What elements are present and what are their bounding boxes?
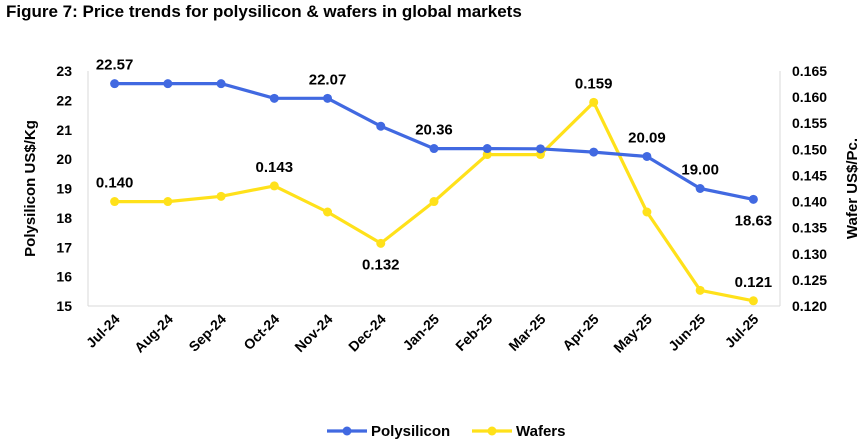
polysilicon-point <box>589 147 599 157</box>
right-tick-label: 0.125 <box>792 272 827 288</box>
x-tick-label: Jul-24 <box>83 311 123 351</box>
right-tick-label: 0.135 <box>792 220 827 236</box>
x-tick-label: Jul-25 <box>722 311 762 351</box>
x-tick-label: Sep-24 <box>185 311 229 355</box>
wafers-point <box>163 197 173 207</box>
right-tick-label: 0.150 <box>792 141 827 157</box>
data-label: 18.63 <box>735 212 773 229</box>
axes-group: 15 16 17 18 19 20 21 22 23 0.120 0.125 0.130 0.135 0.… <box>22 63 861 356</box>
wafers-point <box>323 207 333 217</box>
series-lines <box>114 81 754 303</box>
wafers-legend-marker <box>487 426 497 436</box>
right-tick-label: 0.130 <box>792 246 827 262</box>
data-label: 19.00 <box>681 162 719 179</box>
x-tick-label: Aug-24 <box>131 311 176 356</box>
left-tick-label: 22 <box>56 92 72 108</box>
data-labels: 22.57 22.07 20.36 20.09 19.00 18.63 0.140 0.143… <box>96 57 772 291</box>
wafers-point <box>110 197 120 207</box>
right-axis-title: Wafer US$/Pc. <box>844 138 861 239</box>
legend: Polysilicon Wafers <box>327 423 565 440</box>
polysilicon-point <box>429 144 439 154</box>
right-tick-label: 0.140 <box>792 194 827 210</box>
polysilicon-legend-marker <box>342 426 352 436</box>
x-tick-label: Apr-25 <box>559 311 602 354</box>
wafers-point <box>642 207 652 217</box>
data-label: 0.121 <box>735 274 773 291</box>
polysilicon-point <box>110 79 120 89</box>
wafers-point <box>695 285 705 295</box>
wafers-legend-label: Wafers <box>516 423 565 440</box>
polysilicon-point <box>323 93 333 103</box>
wafers-point <box>589 97 599 107</box>
wafers-point <box>429 197 439 207</box>
left-tick-label: 18 <box>56 210 72 226</box>
polysilicon-point <box>642 151 652 161</box>
polysilicon-point <box>482 144 492 154</box>
series-points <box>110 79 758 306</box>
polysilicon-point <box>163 79 173 89</box>
left-tick-label: 23 <box>56 63 72 79</box>
x-tick-label: Nov-24 <box>291 311 335 355</box>
x-tick-label: Feb-25 <box>452 311 495 354</box>
left-tick-label: 21 <box>56 122 72 138</box>
left-tick-label: 17 <box>56 239 72 255</box>
data-label: 22.57 <box>96 57 134 74</box>
right-tick-label: 0.160 <box>792 89 827 105</box>
wafers-point <box>269 181 279 191</box>
left-tick-label: 20 <box>56 151 72 167</box>
left-tick-label: 15 <box>56 298 72 314</box>
right-tick-label: 0.155 <box>792 115 827 131</box>
chart-title: Figure 7: Price trends for polysilicon &… <box>6 2 522 21</box>
right-tick-label: 0.165 <box>792 63 827 79</box>
left-axis-title: Polysilicon US$/Kg <box>22 120 39 257</box>
data-label: 20.36 <box>415 122 453 139</box>
data-label: 0.140 <box>96 175 134 192</box>
left-tick-label: 16 <box>56 269 72 285</box>
right-tick-label: 0.145 <box>792 167 827 183</box>
data-label: 0.143 <box>256 159 294 176</box>
polysilicon-legend-label: Polysilicon <box>371 423 450 440</box>
data-label: 0.132 <box>362 256 400 273</box>
left-tick-label: 19 <box>56 181 72 197</box>
right-tick-label: 0.120 <box>792 298 827 314</box>
wafers-point <box>216 191 226 201</box>
wafers-point <box>376 238 386 248</box>
x-tick-label: Mar-25 <box>505 311 548 354</box>
x-tick-label: Oct-24 <box>240 311 282 353</box>
x-tick-label: May-25 <box>610 311 655 356</box>
polysilicon-point <box>695 184 705 193</box>
wafers-point <box>748 296 758 306</box>
data-label: 0.159 <box>575 75 613 92</box>
polysilicon-point <box>535 144 545 154</box>
x-tick-label: Dec-24 <box>345 311 389 355</box>
polysilicon-point <box>376 121 386 131</box>
polysilicon-point <box>748 194 758 204</box>
data-label: 20.09 <box>628 129 666 146</box>
x-tick-label: Jun-25 <box>665 311 708 354</box>
polysilicon-point <box>269 93 279 103</box>
polysilicon-point <box>216 79 226 89</box>
x-tick-label: Jan-25 <box>399 311 442 354</box>
data-label: 22.07 <box>309 71 347 88</box>
